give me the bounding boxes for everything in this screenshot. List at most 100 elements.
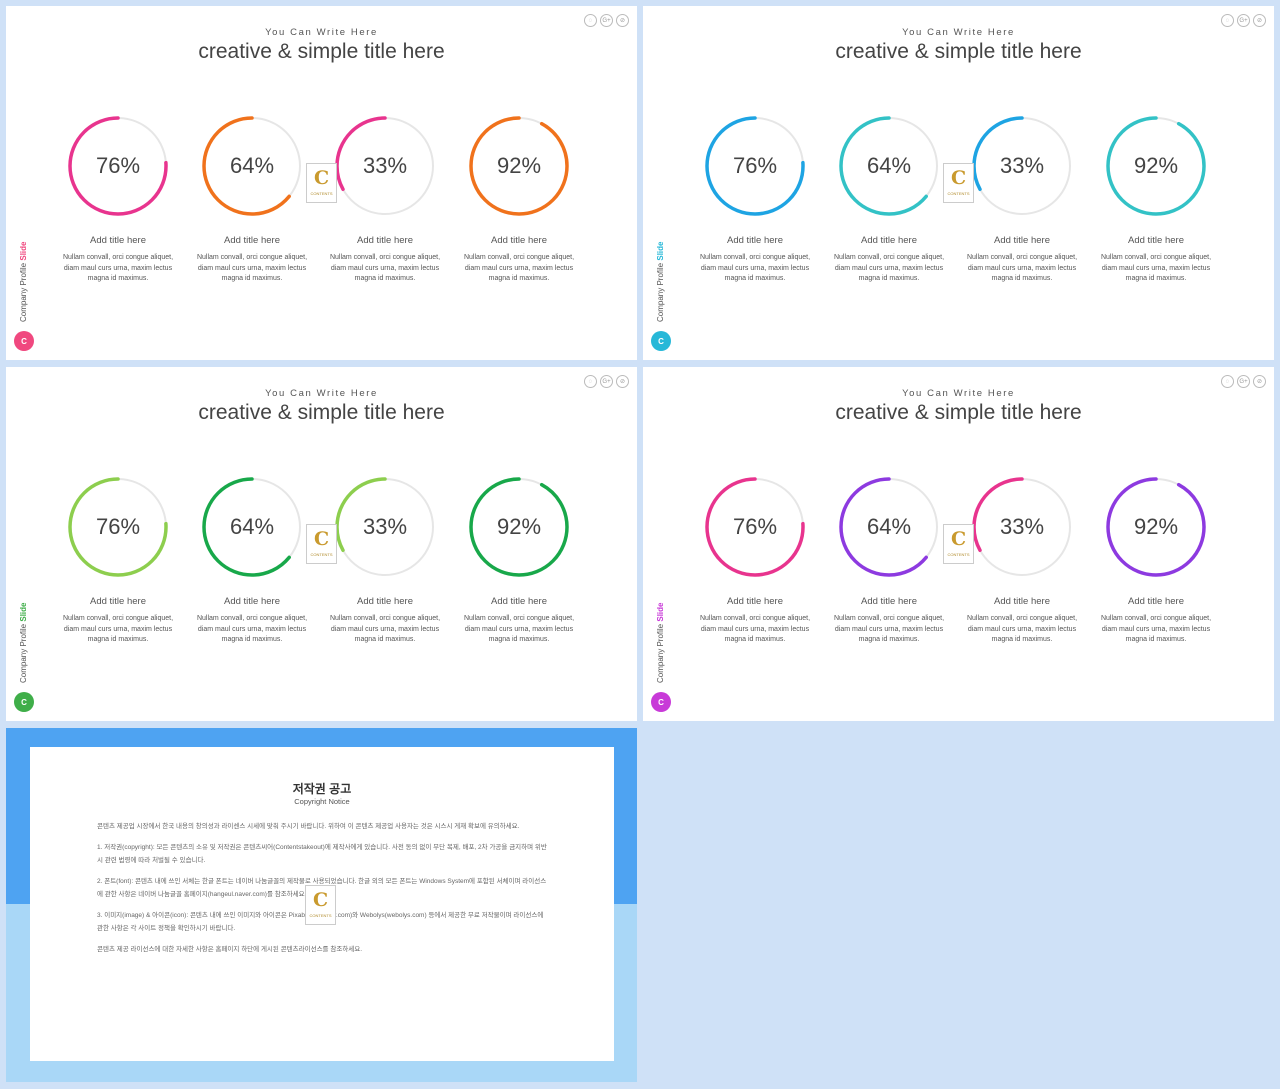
side-label-main: Company Profile bbox=[656, 260, 665, 322]
progress-ring: 33% bbox=[971, 115, 1073, 217]
progress-ring: 76% bbox=[704, 476, 806, 578]
copyright-slide: 저작권 공고 Copyright Notice 콘텐츠 제공업 시장에서 한국 … bbox=[6, 728, 637, 1082]
slide-subtitle: You Can Write Here bbox=[265, 388, 378, 399]
item-description: Nullam convall, orci congue aliquet, dia… bbox=[833, 615, 945, 643]
ring-progress-arc bbox=[68, 116, 168, 216]
item-description: Nullam convall, orci congue aliquet, dia… bbox=[966, 254, 1078, 282]
item-block: Add title here Nullam convall, orci congu… bbox=[1096, 596, 1216, 646]
slide-subtitle: You Can Write Here bbox=[265, 27, 378, 38]
side-label: Company Profile Slide bbox=[19, 242, 28, 322]
side-label-bold: Slide bbox=[19, 602, 28, 622]
share-icon[interactable]: ⊘ bbox=[1253, 375, 1266, 388]
percent-label: 33% bbox=[999, 514, 1045, 539]
progress-ring: 64% bbox=[201, 115, 303, 217]
item-description: Nullam convall, orci congue aliquet, dia… bbox=[329, 615, 441, 643]
item-description: Nullam convall, orci congue aliquet, dia… bbox=[196, 254, 308, 282]
progress-ring: 92% bbox=[468, 476, 570, 578]
watermark-logo: C CONTENTS bbox=[306, 163, 337, 203]
side-badge: C bbox=[14, 331, 34, 351]
ring-progress-arc bbox=[469, 477, 569, 577]
side-label-bold: Slide bbox=[19, 241, 28, 261]
progress-ring: 33% bbox=[971, 476, 1073, 578]
item-block: Add title here Nullam convall, orci congu… bbox=[695, 596, 815, 646]
item-title: Add title here bbox=[1128, 235, 1184, 246]
percent-label: 76% bbox=[732, 153, 778, 178]
logo-letter: C bbox=[950, 167, 967, 189]
percent-label: 64% bbox=[229, 153, 275, 178]
item-description: Nullam convall, orci congue aliquet, dia… bbox=[833, 254, 945, 282]
item-title: Add title here bbox=[224, 596, 280, 607]
ring-progress-arc bbox=[469, 116, 569, 216]
watermark-logo: C CONTENTS bbox=[305, 885, 336, 925]
social-icons: ◌ G+ ⊘ bbox=[1221, 14, 1266, 27]
whatsapp-icon[interactable]: ◌ bbox=[1221, 14, 1234, 27]
item-description: Nullam convall, orci congue aliquet, dia… bbox=[463, 254, 575, 282]
progress-ring: 92% bbox=[1105, 476, 1207, 578]
item-block: Add title here Nullam convall, orci congu… bbox=[962, 596, 1082, 646]
item-title: Add title here bbox=[861, 596, 917, 607]
item-block: Add title here Nullam convall, orci congu… bbox=[58, 235, 178, 285]
item-block: Add title here Nullam convall, orci congu… bbox=[192, 596, 312, 646]
item-block: Add title here Nullam convall, orci congu… bbox=[829, 596, 949, 646]
item-description: Nullam convall, orci congue aliquet, dia… bbox=[196, 615, 308, 643]
share-icon[interactable]: ⊘ bbox=[616, 375, 629, 388]
item-title: Add title here bbox=[727, 596, 783, 607]
logo-letter: C bbox=[313, 528, 330, 550]
percent-label: 92% bbox=[496, 514, 542, 539]
item-title: Add title here bbox=[1128, 596, 1184, 607]
percent-label: 76% bbox=[95, 514, 141, 539]
item-title: Add title here bbox=[90, 235, 146, 246]
item-title: Add title here bbox=[357, 235, 413, 246]
google-plus-icon[interactable]: G+ bbox=[600, 375, 613, 388]
ring-progress-arc bbox=[839, 116, 939, 216]
google-plus-icon[interactable]: G+ bbox=[1237, 14, 1250, 27]
side-badge: C bbox=[651, 692, 671, 712]
item-block: Add title here Nullam convall, orci congu… bbox=[695, 235, 815, 285]
progress-ring: 92% bbox=[468, 115, 570, 217]
side-label-bold: Slide bbox=[656, 602, 665, 622]
ring-progress-arc bbox=[839, 477, 939, 577]
side-label: Company Profile Slide bbox=[656, 242, 665, 322]
copyright-paragraph: 콘텐츠 제공 라이선스에 대한 자세한 사항은 홈페이지 하단에 게시된 콘텐츠… bbox=[97, 946, 363, 953]
watermark-logo: C CONTENTS bbox=[306, 524, 337, 564]
progress-ring: 33% bbox=[334, 476, 436, 578]
share-icon[interactable]: ⊘ bbox=[616, 14, 629, 27]
slide-subtitle: You Can Write Here bbox=[902, 27, 1015, 38]
ring-progress-arc bbox=[202, 116, 302, 216]
item-title: Add title here bbox=[491, 596, 547, 607]
progress-ring: 76% bbox=[67, 476, 169, 578]
ring-progress-arc bbox=[1106, 477, 1206, 577]
google-plus-icon[interactable]: G+ bbox=[600, 14, 613, 27]
item-description: Nullam convall, orci congue aliquet, dia… bbox=[1100, 615, 1212, 643]
item-block: Add title here Nullam convall, orci congu… bbox=[459, 596, 579, 646]
whatsapp-icon[interactable]: ◌ bbox=[584, 375, 597, 388]
percent-label: 64% bbox=[866, 153, 912, 178]
progress-ring: 33% bbox=[334, 115, 436, 217]
logo-text: CONTENTS bbox=[947, 552, 970, 557]
whatsapp-icon[interactable]: ◌ bbox=[584, 14, 597, 27]
percent-label: 33% bbox=[999, 153, 1045, 178]
item-description: Nullam convall, orci congue aliquet, dia… bbox=[463, 615, 575, 643]
side-label-main: Company Profile bbox=[656, 621, 665, 683]
item-description: Nullam convall, orci congue aliquet, dia… bbox=[329, 254, 441, 282]
side-label-main: Company Profile bbox=[19, 621, 28, 683]
google-plus-icon[interactable]: G+ bbox=[1237, 375, 1250, 388]
whatsapp-icon[interactable]: ◌ bbox=[1221, 375, 1234, 388]
slide-4: ◌ G+ ⊘ You Can Write Here creative & sim… bbox=[643, 367, 1274, 721]
side-label: Company Profile Slide bbox=[19, 603, 28, 683]
logo-letter: C bbox=[950, 528, 967, 550]
item-title: Add title here bbox=[861, 235, 917, 246]
item-title: Add title here bbox=[90, 596, 146, 607]
percent-label: 33% bbox=[362, 514, 408, 539]
percent-label: 33% bbox=[362, 153, 408, 178]
slide-3: ◌ G+ ⊘ You Can Write Here creative & sim… bbox=[6, 367, 637, 721]
item-block: Add title here Nullam convall, orci congu… bbox=[325, 596, 445, 646]
progress-ring: 76% bbox=[67, 115, 169, 217]
watermark-logo: C CONTENTS bbox=[943, 163, 974, 203]
item-block: Add title here Nullam convall, orci congu… bbox=[459, 235, 579, 285]
item-title: Add title here bbox=[224, 235, 280, 246]
share-icon[interactable]: ⊘ bbox=[1253, 14, 1266, 27]
percent-label: 92% bbox=[1133, 514, 1179, 539]
slide-title: creative & simple title here bbox=[835, 40, 1082, 63]
copyright-paper: 저작권 공고 Copyright Notice 콘텐츠 제공업 시장에서 한국 … bbox=[30, 747, 614, 1061]
